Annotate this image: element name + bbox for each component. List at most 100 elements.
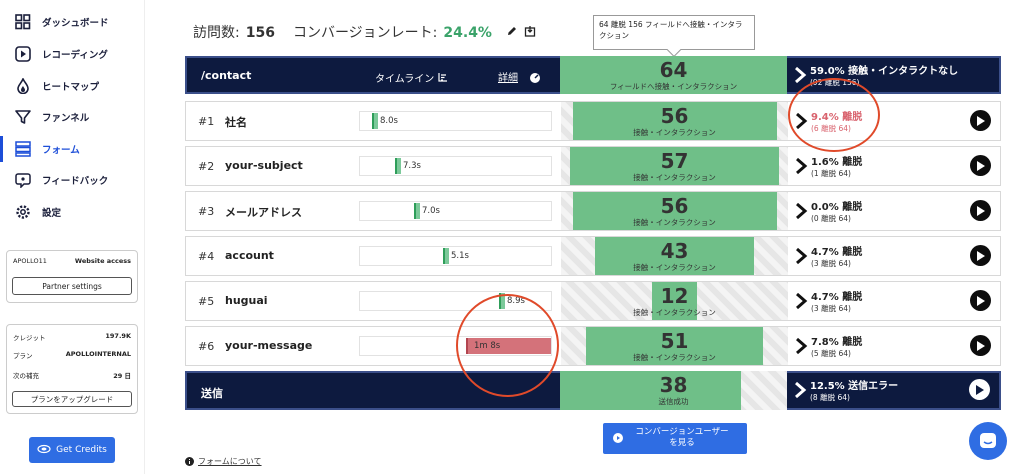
- field-interaction: 56 接触・インタラクション: [561, 192, 788, 230]
- field-timeline: 8.0s: [359, 111, 552, 131]
- dropoff-sub: (3 離脱 64): [811, 259, 851, 268]
- sidebar-item-settings[interactable]: 設定: [0, 199, 145, 225]
- field-dropoff: 0.0% 離脱 (0 離脱 64): [788, 192, 1000, 230]
- play-button[interactable]: [970, 245, 991, 266]
- submit-row: 送信 38 送信成功 12.5% 送信エラー (8 離脱 64): [185, 371, 1001, 410]
- chevron-right-icon: [791, 381, 809, 399]
- field-name: メールアドレス: [225, 206, 302, 219]
- interaction-bar: [652, 282, 697, 320]
- interaction-bar: [570, 147, 779, 185]
- interaction-label: 接触・インタラクション: [633, 263, 716, 272]
- submit-center: 38 送信成功: [560, 371, 787, 410]
- timeline-bar: [443, 248, 449, 264]
- highlight-circle: [456, 294, 559, 397]
- submit-center-sub: 送信成功: [658, 397, 689, 406]
- play-button[interactable]: [970, 290, 991, 311]
- interaction-label: 接触・インタラクション: [633, 308, 716, 317]
- interaction-bar: [573, 102, 777, 140]
- coins-icon: [37, 444, 51, 457]
- get-credits-button[interactable]: Get Credits: [29, 437, 115, 463]
- field-dropoff: 1.6% 離脱 (1 離脱 64): [788, 147, 1000, 185]
- tooltip: 64 離脱 156 フィールドへ接触・インタラクション: [593, 15, 755, 50]
- timeline-sort[interactable]: タイムライン: [375, 70, 448, 85]
- view-conversion-users-label: コンバージョンユーザー を見る: [635, 427, 729, 448]
- field-time: 5.1s: [451, 251, 469, 261]
- field-timeline: 7.3s: [359, 156, 552, 176]
- field-dropoff: 4.7% 離脱 (3 離脱 64): [788, 282, 1000, 320]
- sidebar-item-feedback[interactable]: フィードバック: [0, 167, 145, 193]
- play-button[interactable]: [970, 335, 991, 356]
- field-name: your-subject: [225, 159, 303, 172]
- gear-icon: [14, 203, 32, 221]
- chevron-right-icon: [792, 202, 810, 220]
- play-button[interactable]: [969, 379, 990, 400]
- header-center-num: 64: [659, 58, 688, 82]
- interaction-label: 接触・インタラクション: [633, 173, 716, 182]
- timeline-bar: [372, 113, 378, 129]
- play-icon: [14, 45, 32, 63]
- sidebar-item-dashboard[interactable]: ダッシュボード: [0, 9, 145, 35]
- field-timeline: 7.0s: [359, 201, 552, 221]
- header-center-sub: フィールドへ接触・インタラクション: [609, 82, 738, 91]
- play-button[interactable]: [970, 110, 991, 131]
- field-dropoff: 4.7% 離脱 (3 離脱 64): [788, 237, 1000, 275]
- active-indicator: [0, 136, 3, 162]
- field-interaction: 12 接触・インタラクション: [561, 282, 788, 320]
- credit-row: クレジット 197.9K: [13, 332, 131, 342]
- interaction-count: 51: [660, 329, 689, 353]
- form-field-row[interactable]: #6 your-message 1m 8s 51 接触・インタラクション 7.8% 離脱(…: [185, 326, 1001, 366]
- form-field-row[interactable]: #3 メールアドレス 7.0s 56 接触・インタラクション 0.0% 離脱 (0 離脱 6…: [185, 191, 1001, 231]
- view-conversion-users-button[interactable]: コンバージョンユーザー を見る: [603, 423, 747, 454]
- form-field-row[interactable]: #2 your-subject 7.3s 57 接触・インタラクション 1.6% 離脱 (1…: [185, 146, 1001, 186]
- about-forms-label: フォームについて: [198, 457, 262, 466]
- plan-row: プラン APOLLOINTERNAL: [13, 350, 131, 360]
- interaction-bar: [573, 192, 777, 230]
- dropoff-title: 4.7% 離脱: [811, 247, 863, 258]
- export-icon[interactable]: [524, 25, 536, 41]
- highlight-circle: [788, 78, 880, 152]
- field-rank: #6: [198, 340, 215, 353]
- form-field-row[interactable]: #5 huguai 8.9s 12 接触・インタラクション 4.7% 離脱 (3 離脱 64…: [185, 281, 1001, 321]
- sidebar-item-funnel[interactable]: ファンネル: [0, 104, 145, 130]
- refill-label: 次の補充: [13, 372, 39, 380]
- dropoff-title: 4.7% 離脱: [811, 292, 863, 303]
- sidebar-item-forms[interactable]: フォーム: [0, 136, 145, 162]
- partner-settings-button[interactable]: Partner settings: [12, 277, 132, 295]
- chat-icon: [980, 433, 996, 448]
- interaction-label: 接触・インタラクション: [633, 218, 716, 227]
- play-button[interactable]: [970, 200, 991, 221]
- feedback-icon: [14, 171, 32, 189]
- timeline-bar: [395, 158, 401, 174]
- chat-launcher-button[interactable]: [969, 422, 1007, 460]
- play-circle-icon: [613, 433, 623, 447]
- interaction-count: 56: [660, 104, 689, 128]
- sidebar-item-label: レコーディング: [42, 50, 108, 61]
- about-forms-link[interactable]: フォームについて: [185, 456, 262, 467]
- sidebar-item-label: ファンネル: [42, 113, 90, 124]
- gauge-icon[interactable]: [529, 69, 541, 88]
- form-header-row: /contact タイムライン 詳細 64 フィールドへ接触・インタラクション …: [185, 56, 1001, 94]
- visits-value: 156: [245, 25, 275, 41]
- field-rank: #2: [198, 160, 215, 173]
- upgrade-plan-button[interactable]: プランをアップグレード: [12, 391, 132, 407]
- chevron-right-icon: [791, 66, 809, 84]
- chevron-right-icon: [792, 247, 810, 265]
- form-field-row[interactable]: #4 account 5.1s 43 接触・インタラクション 4.7% 離脱 (3 離脱 6…: [185, 236, 1001, 276]
- play-button[interactable]: [970, 155, 991, 176]
- sidebar-item-heatmap[interactable]: ヒートマップ: [0, 73, 145, 99]
- field-time: 8.0s: [380, 116, 398, 126]
- field-name: 社名: [225, 116, 247, 129]
- form-icon: [14, 140, 32, 158]
- grid-icon: [14, 13, 32, 31]
- funnel-icon: [14, 108, 32, 126]
- sidebar-item-recordings[interactable]: レコーディング: [0, 41, 145, 67]
- details-link[interactable]: 詳細: [498, 69, 518, 84]
- field-interaction: 57 接触・インタラクション: [561, 147, 788, 185]
- sidebar-item-label: ダッシュボード: [42, 18, 109, 29]
- field-rank: #3: [198, 205, 215, 218]
- get-credits-label: Get Credits: [56, 445, 107, 455]
- form-path: /contact: [201, 69, 252, 82]
- chevron-right-icon: [792, 157, 810, 175]
- pencil-icon[interactable]: [506, 25, 518, 41]
- dropoff-title: 0.0% 離脱: [811, 202, 863, 213]
